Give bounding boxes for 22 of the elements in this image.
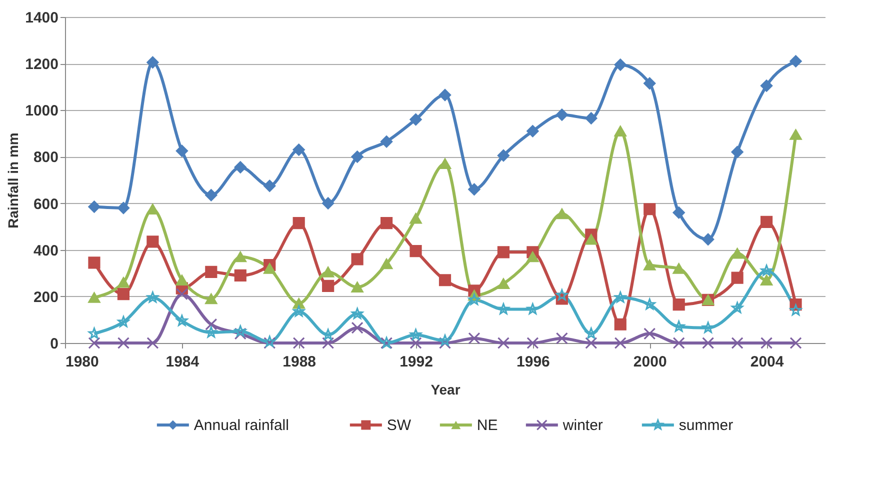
x-axis-title: Year — [430, 382, 461, 398]
y-tick-label: 1200 — [25, 56, 58, 74]
x-tick-label: 1984 — [166, 354, 200, 370]
y-tick-label: 800 — [33, 149, 58, 166]
y-tick-label: 0 — [50, 336, 58, 352]
y-tick-label: 600 — [33, 196, 58, 213]
x-tick-label: 1988 — [282, 354, 316, 370]
x-tick-label: 1992 — [400, 354, 433, 370]
y-axis-title: Rainfall in mm — [5, 132, 22, 228]
y-tick-label: 400 — [33, 242, 58, 260]
legend-label: Annual rainfall — [194, 417, 289, 434]
x-tick-label: 1996 — [516, 354, 550, 370]
y-tick-label: 1000 — [25, 102, 58, 120]
x-tick-label: 2000 — [633, 354, 667, 370]
y-tick-label: 200 — [33, 288, 58, 306]
y-tick-label: 1400 — [25, 10, 58, 26]
legend-label: SW — [386, 417, 412, 434]
x-tick-label: 1980 — [66, 354, 99, 370]
legend-label: summer — [678, 417, 734, 434]
legend-label: NE — [476, 417, 498, 434]
x-tick-label: 2004 — [750, 354, 784, 370]
legend-label: winter — [562, 417, 603, 434]
